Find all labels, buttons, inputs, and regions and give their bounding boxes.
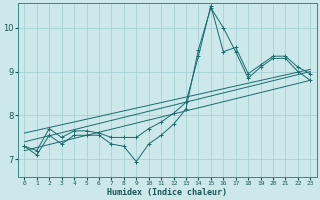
X-axis label: Humidex (Indice chaleur): Humidex (Indice chaleur) (107, 188, 227, 197)
